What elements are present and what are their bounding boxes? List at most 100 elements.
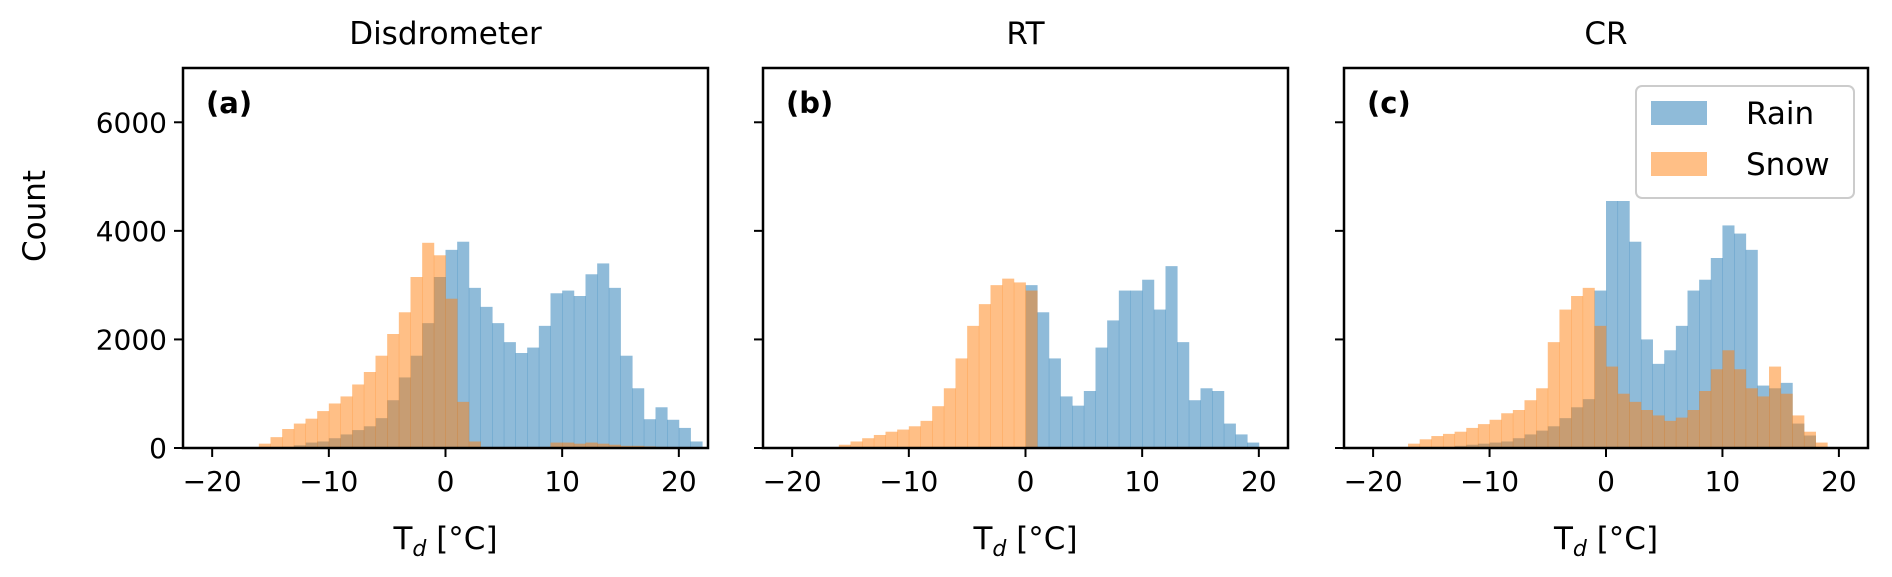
x-tick-label: −20 <box>183 465 242 498</box>
bar-rain <box>1212 391 1225 448</box>
bar-rain <box>1107 320 1120 448</box>
bar-snow <box>1722 350 1735 448</box>
legend-swatch-rain <box>1651 101 1707 125</box>
bar-rain <box>1188 400 1201 448</box>
bar-rain <box>503 342 516 448</box>
bar-snow <box>943 388 956 448</box>
bar-snow <box>1757 396 1770 448</box>
bar-snow <box>340 396 353 448</box>
bar-rain <box>538 325 551 448</box>
x-tick-label: 0 <box>437 465 455 498</box>
bar-snow <box>1745 388 1758 448</box>
panel-title: Disdrometer <box>349 16 542 52</box>
bar-rain <box>608 287 621 448</box>
y-tick-label: 0 <box>149 432 167 465</box>
panel-2: −20 −10 0 10 20 RT (b) Td [°C] <box>754 16 1290 562</box>
bar-snow <box>1664 420 1677 448</box>
bar-snow <box>608 444 621 448</box>
bar-rain <box>1177 342 1190 448</box>
bar-rain <box>655 407 668 448</box>
bar-snow <box>305 418 318 448</box>
bar-snow <box>282 429 295 448</box>
panel-letter: (a) <box>206 86 252 120</box>
bar-rain <box>457 241 470 448</box>
panel-1: −20 −10 0 10 20 0 2000 4000 6000 Disdrometer (a) Td… <box>96 16 710 562</box>
bar-rain <box>1083 391 1096 448</box>
bar-rain <box>690 441 703 448</box>
panel-title: CR <box>1584 16 1627 52</box>
bar-snow <box>885 431 898 448</box>
bar-snow <box>1524 400 1537 448</box>
bar-snow <box>978 304 991 448</box>
bar-snow <box>873 434 886 448</box>
bar-rain <box>620 355 633 448</box>
x-tick-label: −10 <box>879 465 938 498</box>
bar-snow <box>1501 413 1514 448</box>
bar-snow <box>1769 366 1782 448</box>
bar-snow <box>1013 282 1026 448</box>
bar-snow <box>850 441 863 448</box>
bar-snow <box>1594 325 1607 448</box>
x-axis-label: Td [°C] <box>1553 521 1658 562</box>
y-tick-label: 6000 <box>96 106 167 139</box>
legend-label-rain: Rain <box>1746 96 1814 132</box>
legend-swatch-snow <box>1651 152 1707 176</box>
bar-snow <box>1629 401 1642 448</box>
bar-snow <box>422 242 435 448</box>
bar-snow <box>1675 417 1688 448</box>
bar-rain <box>632 388 645 448</box>
panel-3: −20 −10 0 10 20 CR (c) Td [°C] <box>1335 16 1870 562</box>
bar-snow <box>1803 431 1816 448</box>
series-snow <box>838 278 1038 448</box>
bar-snow <box>1734 369 1747 448</box>
bar-snow <box>410 277 423 448</box>
bar-snow <box>1559 309 1572 448</box>
bar-rain <box>678 427 691 448</box>
bar-rain <box>1687 290 1700 448</box>
bar-rain <box>643 419 656 448</box>
bar-rain <box>1142 279 1155 448</box>
bar-rain <box>597 263 610 448</box>
x-tick-label: 20 <box>1821 465 1857 498</box>
bar-snow <box>445 298 458 448</box>
bar-snow <box>990 285 1003 448</box>
x-tick-label: 0 <box>1597 465 1615 498</box>
bar-rain <box>1165 266 1178 448</box>
bar-snow <box>1002 278 1015 448</box>
bar-snow <box>1489 419 1502 448</box>
bar-rain <box>480 306 493 448</box>
bar-snow <box>1408 443 1421 448</box>
bar-rain <box>492 323 505 448</box>
y-axis-label: Count <box>17 170 53 262</box>
bar-snow <box>932 406 945 448</box>
bar-snow <box>1442 433 1456 448</box>
bar-snow <box>862 438 875 448</box>
bar-snow <box>1582 287 1595 448</box>
bar-snow <box>387 334 400 448</box>
bar-snow <box>293 423 306 448</box>
bar-rain <box>1095 347 1108 448</box>
bar-rain <box>1072 405 1085 448</box>
bar-rain <box>1223 423 1236 448</box>
bar-snow <box>550 442 563 448</box>
bar-snow <box>1699 391 1712 448</box>
bar-snow <box>1512 410 1525 448</box>
bar-rain <box>1247 442 1260 448</box>
panel-letter: (c) <box>1367 86 1411 120</box>
x-tick-label: 20 <box>1241 465 1277 498</box>
bar-rain <box>667 419 680 448</box>
x-tick-label: −10 <box>299 465 358 498</box>
x-tick-label: −10 <box>1460 465 1519 498</box>
bar-rain <box>1200 388 1213 448</box>
bar-snow <box>573 443 586 448</box>
bar-snow <box>1687 410 1700 448</box>
bar-snow <box>1571 296 1584 448</box>
bar-rain <box>1048 358 1061 448</box>
bar-snow <box>1792 415 1805 448</box>
bar-snow <box>1815 442 1828 448</box>
bar-snow <box>375 355 388 448</box>
series-snow <box>258 242 680 448</box>
bar-snow <box>585 442 598 448</box>
bar-snow <box>317 411 330 448</box>
